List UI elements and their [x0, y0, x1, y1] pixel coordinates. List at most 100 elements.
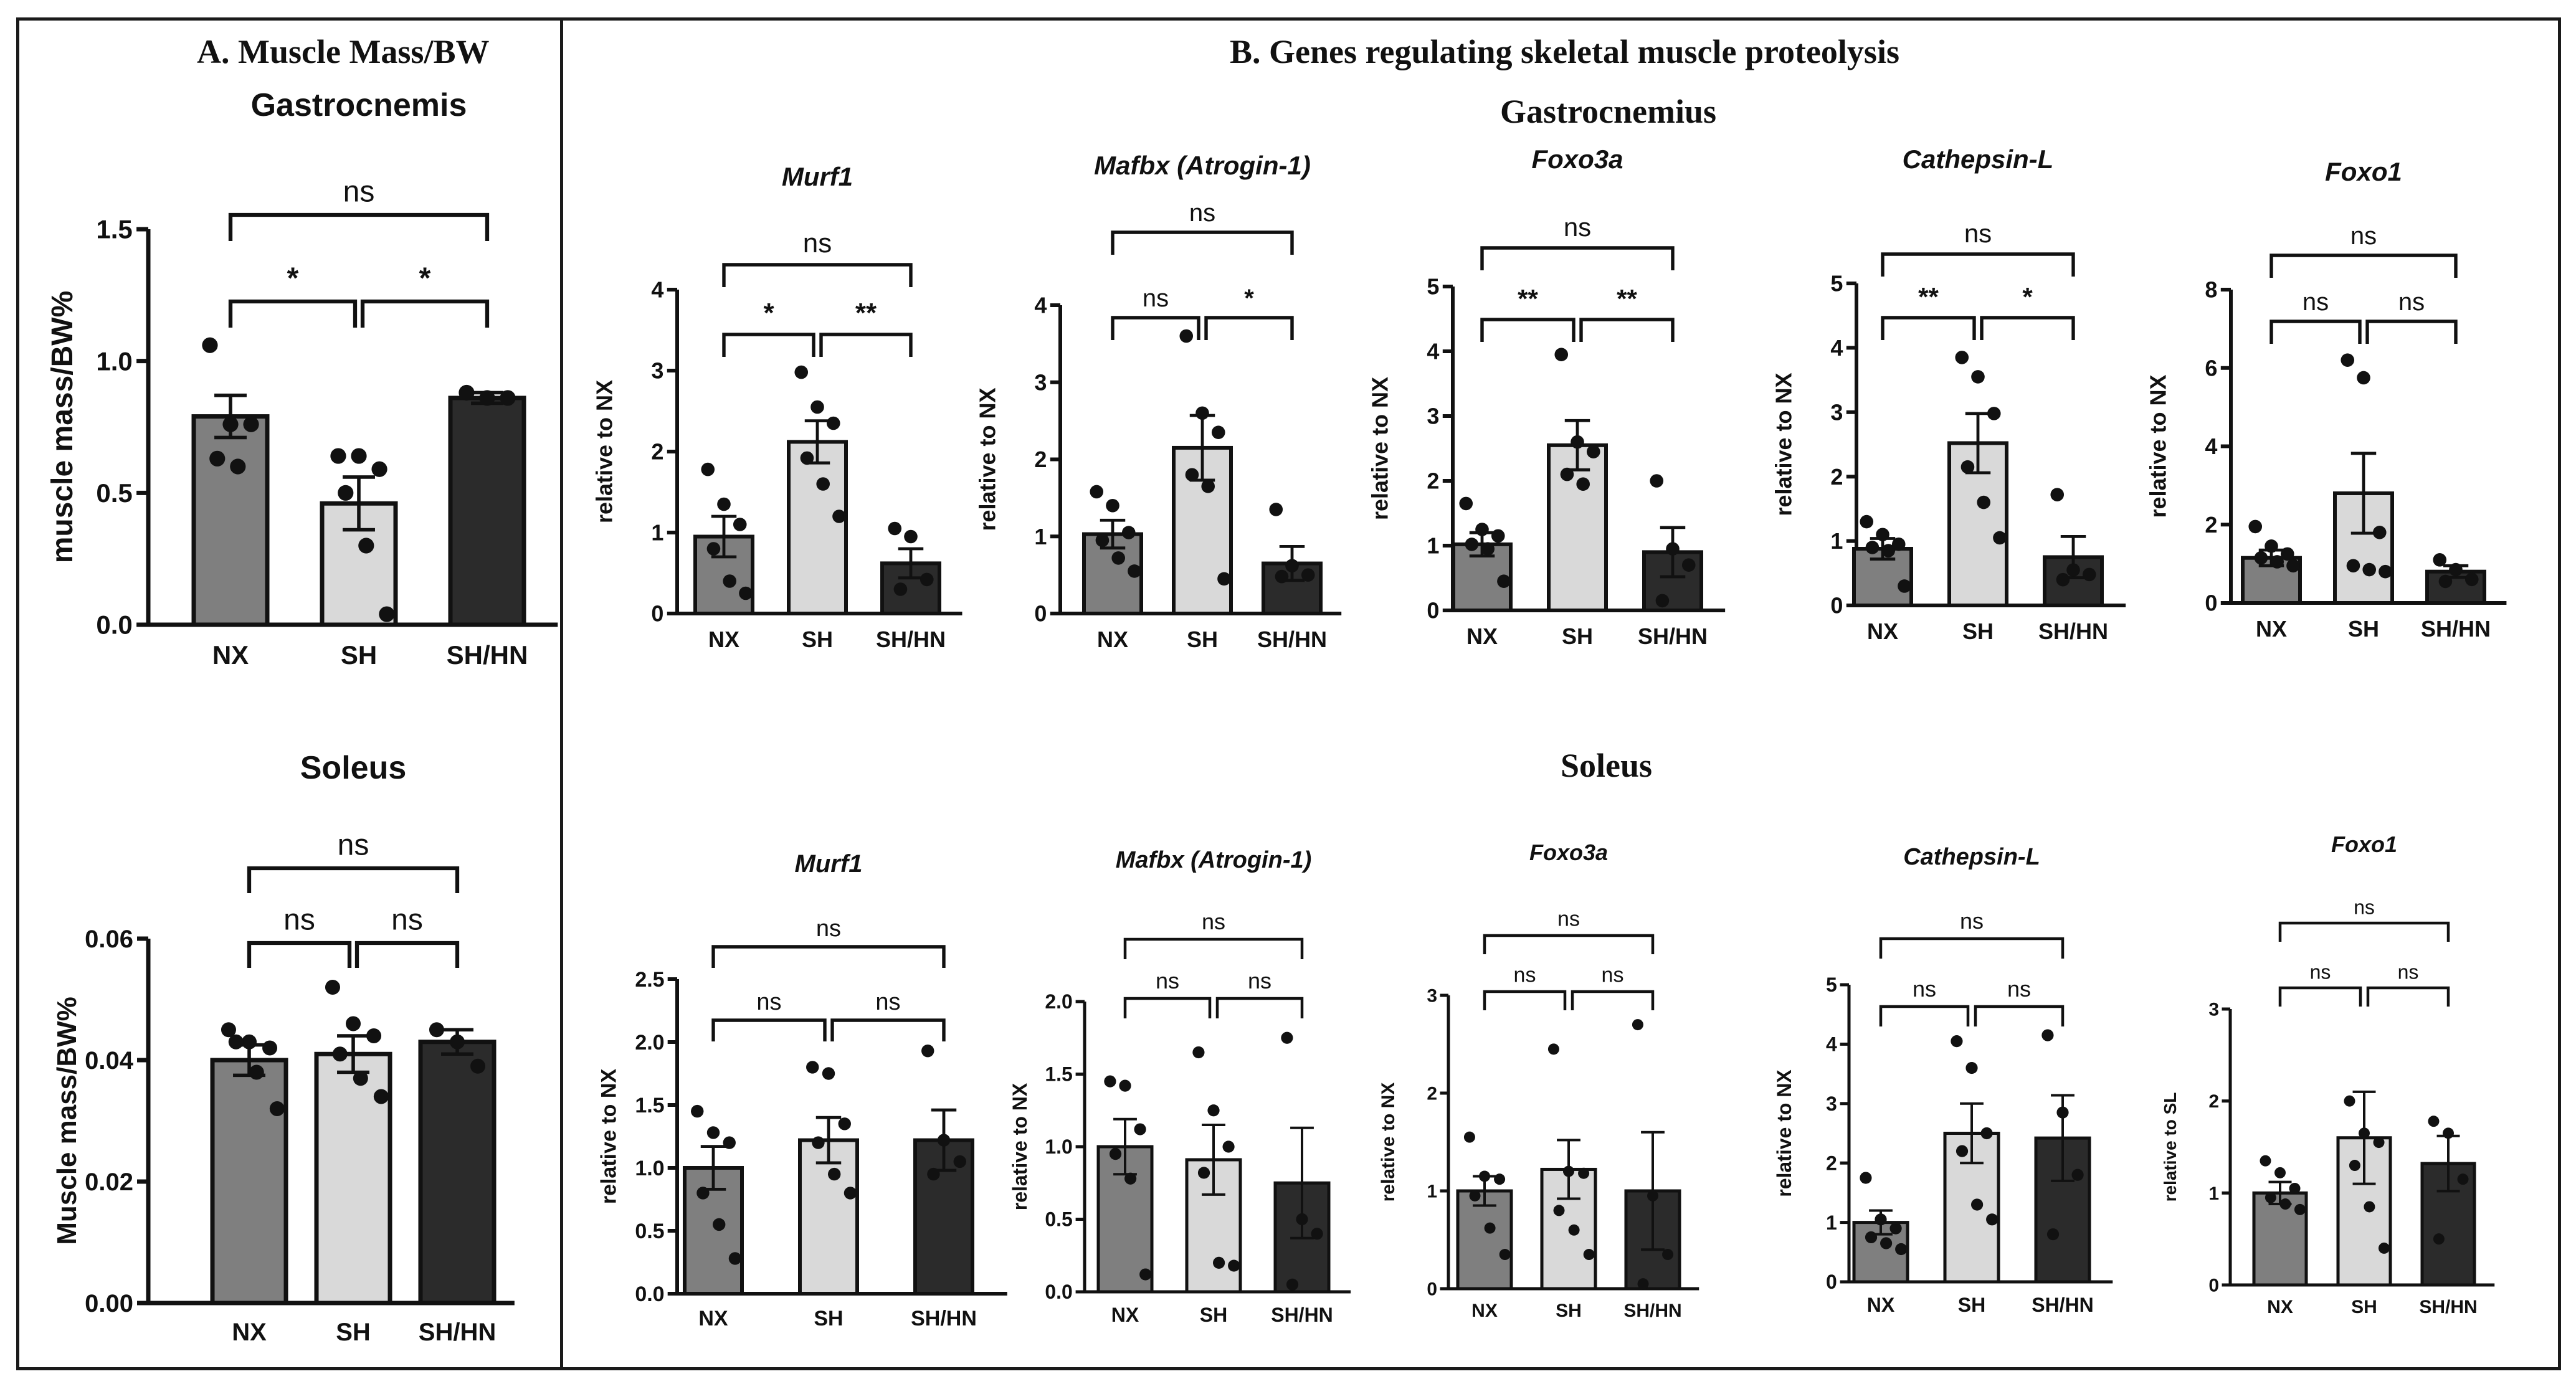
bar-sh [787, 440, 848, 616]
data-point [479, 390, 495, 406]
significance-bracket [2365, 320, 2458, 344]
data-point [1494, 1173, 1506, 1185]
data-point [228, 1034, 244, 1050]
data-point [806, 1061, 819, 1074]
chart-a-gastro: Gastrocnemis 0.0 0.5 1.0 1.5 muscle mass/BW% N… [46, 87, 558, 670]
significance-label: ns [1143, 285, 1169, 312]
data-point [1185, 468, 1199, 482]
significance-bracket [1879, 1005, 1970, 1026]
data-point [470, 1058, 486, 1074]
data-point [1201, 480, 1215, 493]
panel-b-title: B. Genes regulating skeletal muscle prot… [1230, 33, 1899, 70]
data-point [1895, 1243, 1908, 1256]
significance-label: ns [1602, 964, 1624, 987]
significance-label: ns [1202, 909, 1225, 934]
y-axis-label: Muscle mass/BW% [52, 997, 82, 1245]
bar-sh [1947, 441, 2008, 607]
significance-bracket [228, 299, 358, 328]
data-point [1207, 1104, 1220, 1117]
y-tick-label: 5 [1826, 974, 1837, 996]
y-tick-label: 3 [1427, 404, 1439, 429]
data-point [2260, 1155, 2271, 1167]
significance-label: ns [1557, 908, 1580, 931]
data-point [1560, 467, 1574, 481]
data-point [459, 384, 475, 401]
significance-label: ns [756, 989, 781, 1015]
y-tick-label: 0.0 [1045, 1281, 1072, 1303]
data-point [2346, 559, 2360, 573]
data-point [2071, 1168, 2084, 1181]
significance-bracket [247, 866, 460, 893]
data-point [2364, 1201, 2375, 1213]
data-point [937, 1134, 951, 1147]
significance-bracket [247, 941, 352, 968]
data-point [1111, 551, 1125, 565]
data-point [953, 1155, 966, 1168]
data-point [2357, 371, 2370, 385]
data-point [346, 1016, 361, 1031]
significance-bracket [354, 941, 460, 968]
x-tick-label: SH [336, 1319, 371, 1346]
data-point [351, 448, 367, 464]
data-point [2433, 1233, 2445, 1245]
data-point [838, 1117, 851, 1130]
significance-bracket [1215, 997, 1304, 1018]
data-point [2464, 572, 2479, 587]
significance-label: ns [1960, 908, 1984, 934]
significance-bracket [1881, 252, 2075, 277]
data-point [429, 1022, 444, 1038]
data-point [1898, 579, 1911, 593]
y-tick-label: 4 [1034, 293, 1047, 318]
data-point [2294, 1203, 2306, 1215]
significance-bracket [2269, 254, 2458, 278]
significance-bracket [1480, 246, 1675, 270]
x-tick-label: SH [2351, 1297, 2377, 1317]
data-point [1095, 533, 1110, 547]
data-point [696, 1187, 710, 1200]
data-point [1286, 1278, 1299, 1291]
data-point [1119, 1079, 1131, 1092]
data-point [366, 1028, 382, 1043]
data-point [920, 572, 934, 587]
y-tick-label: 3 [1826, 1093, 1837, 1115]
chart-title: Foxo1 [2325, 157, 2402, 186]
y-tick-label: 0.5 [1045, 1208, 1072, 1231]
bar-nx [191, 414, 270, 627]
data-point [927, 1167, 940, 1181]
data-point [1563, 1165, 1574, 1177]
significance-bracket [1483, 934, 1655, 954]
data-point [2379, 564, 2392, 579]
data-point [1481, 542, 1495, 556]
chart-title: Soleus [300, 750, 407, 786]
x-tick-label: SH [1200, 1304, 1227, 1326]
data-point [1880, 1237, 1893, 1249]
y-tick-label: 3 [1427, 986, 1437, 1007]
data-point [1655, 594, 1670, 608]
data-point [1553, 1205, 1565, 1216]
data-point [2274, 1167, 2286, 1178]
data-point [1647, 1190, 1658, 1202]
data-point [373, 1089, 389, 1104]
data-point [1860, 1172, 1872, 1184]
data-point [325, 980, 340, 995]
data-point [1889, 1222, 1902, 1235]
significance-bracket [1111, 230, 1294, 255]
data-point [2378, 1242, 2390, 1254]
data-point [713, 1218, 726, 1231]
data-point [794, 365, 809, 379]
x-tick-label: NX [1097, 627, 1128, 652]
data-point [1977, 495, 1990, 510]
data-point [1586, 445, 1600, 458]
significance-bracket [1480, 318, 1576, 342]
significance-label: ns [1156, 968, 1179, 993]
y-tick-label: 6 [2205, 355, 2217, 381]
chart-title: Murf1 [782, 162, 853, 191]
data-point [1956, 1145, 1969, 1157]
data-point [1951, 1035, 1963, 1048]
data-point [1179, 329, 1194, 343]
data-point [706, 1126, 720, 1139]
data-point [1875, 1213, 1887, 1226]
data-point [1499, 1249, 1511, 1261]
y-tick-label: 0 [1830, 593, 1843, 619]
chart-g-mafbx: Mafbx (Atrogin-1) 0 1 2 3 4 relative to NX NX SH… [975, 151, 1342, 652]
